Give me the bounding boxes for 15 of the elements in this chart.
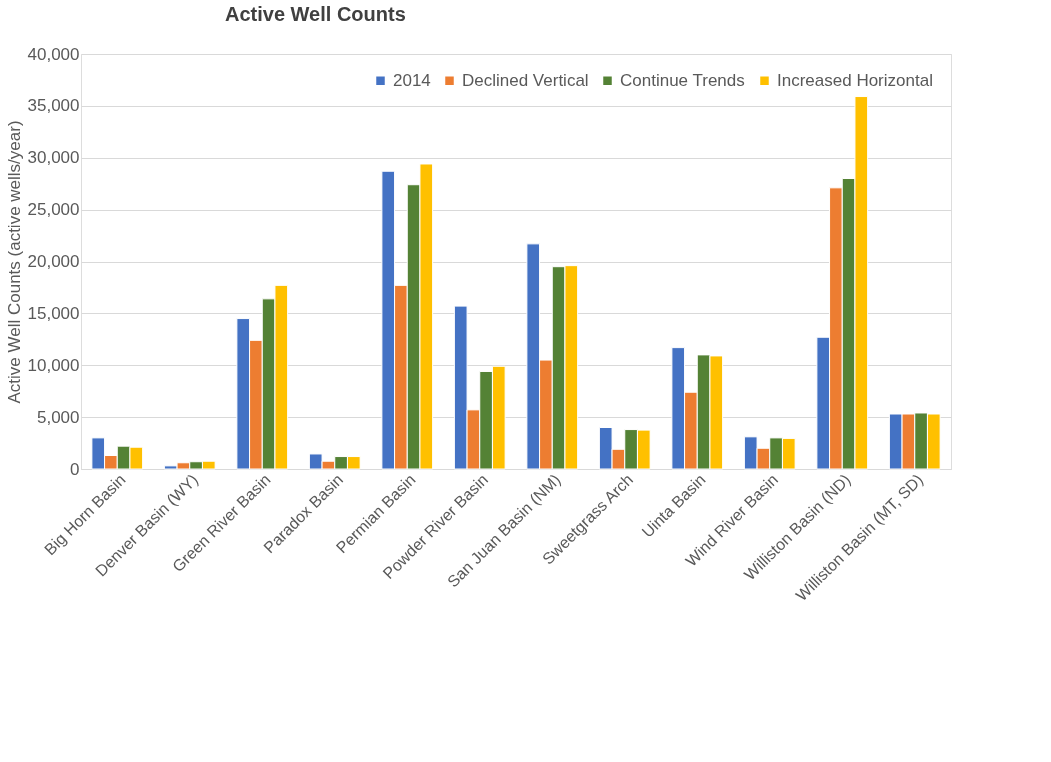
y-tick-label: 30,000 — [27, 148, 80, 168]
y-tick-label: 15,000 — [27, 303, 80, 323]
y-tick-label: 20,000 — [27, 252, 80, 271]
legend-label: Increased Horizontal — [777, 70, 933, 90]
legend-label: Declined Vertical — [462, 70, 589, 90]
y-tick-label: 0 — [70, 459, 80, 479]
y-tick-label: 10,000 — [27, 355, 80, 375]
chart-title: Active Well Counts — [225, 3, 406, 25]
y-tick-label: 25,000 — [27, 200, 80, 220]
y-tick-label: 40,000 — [27, 44, 80, 64]
legend-label: Continue Trends — [620, 70, 745, 90]
y-tick-label: 35,000 — [27, 96, 80, 116]
y-tick-label: 5,000 — [36, 407, 80, 427]
legend-label: 2014 — [393, 70, 431, 90]
y-axis-title: Active Well Counts (active wells/year) — [4, 120, 24, 404]
